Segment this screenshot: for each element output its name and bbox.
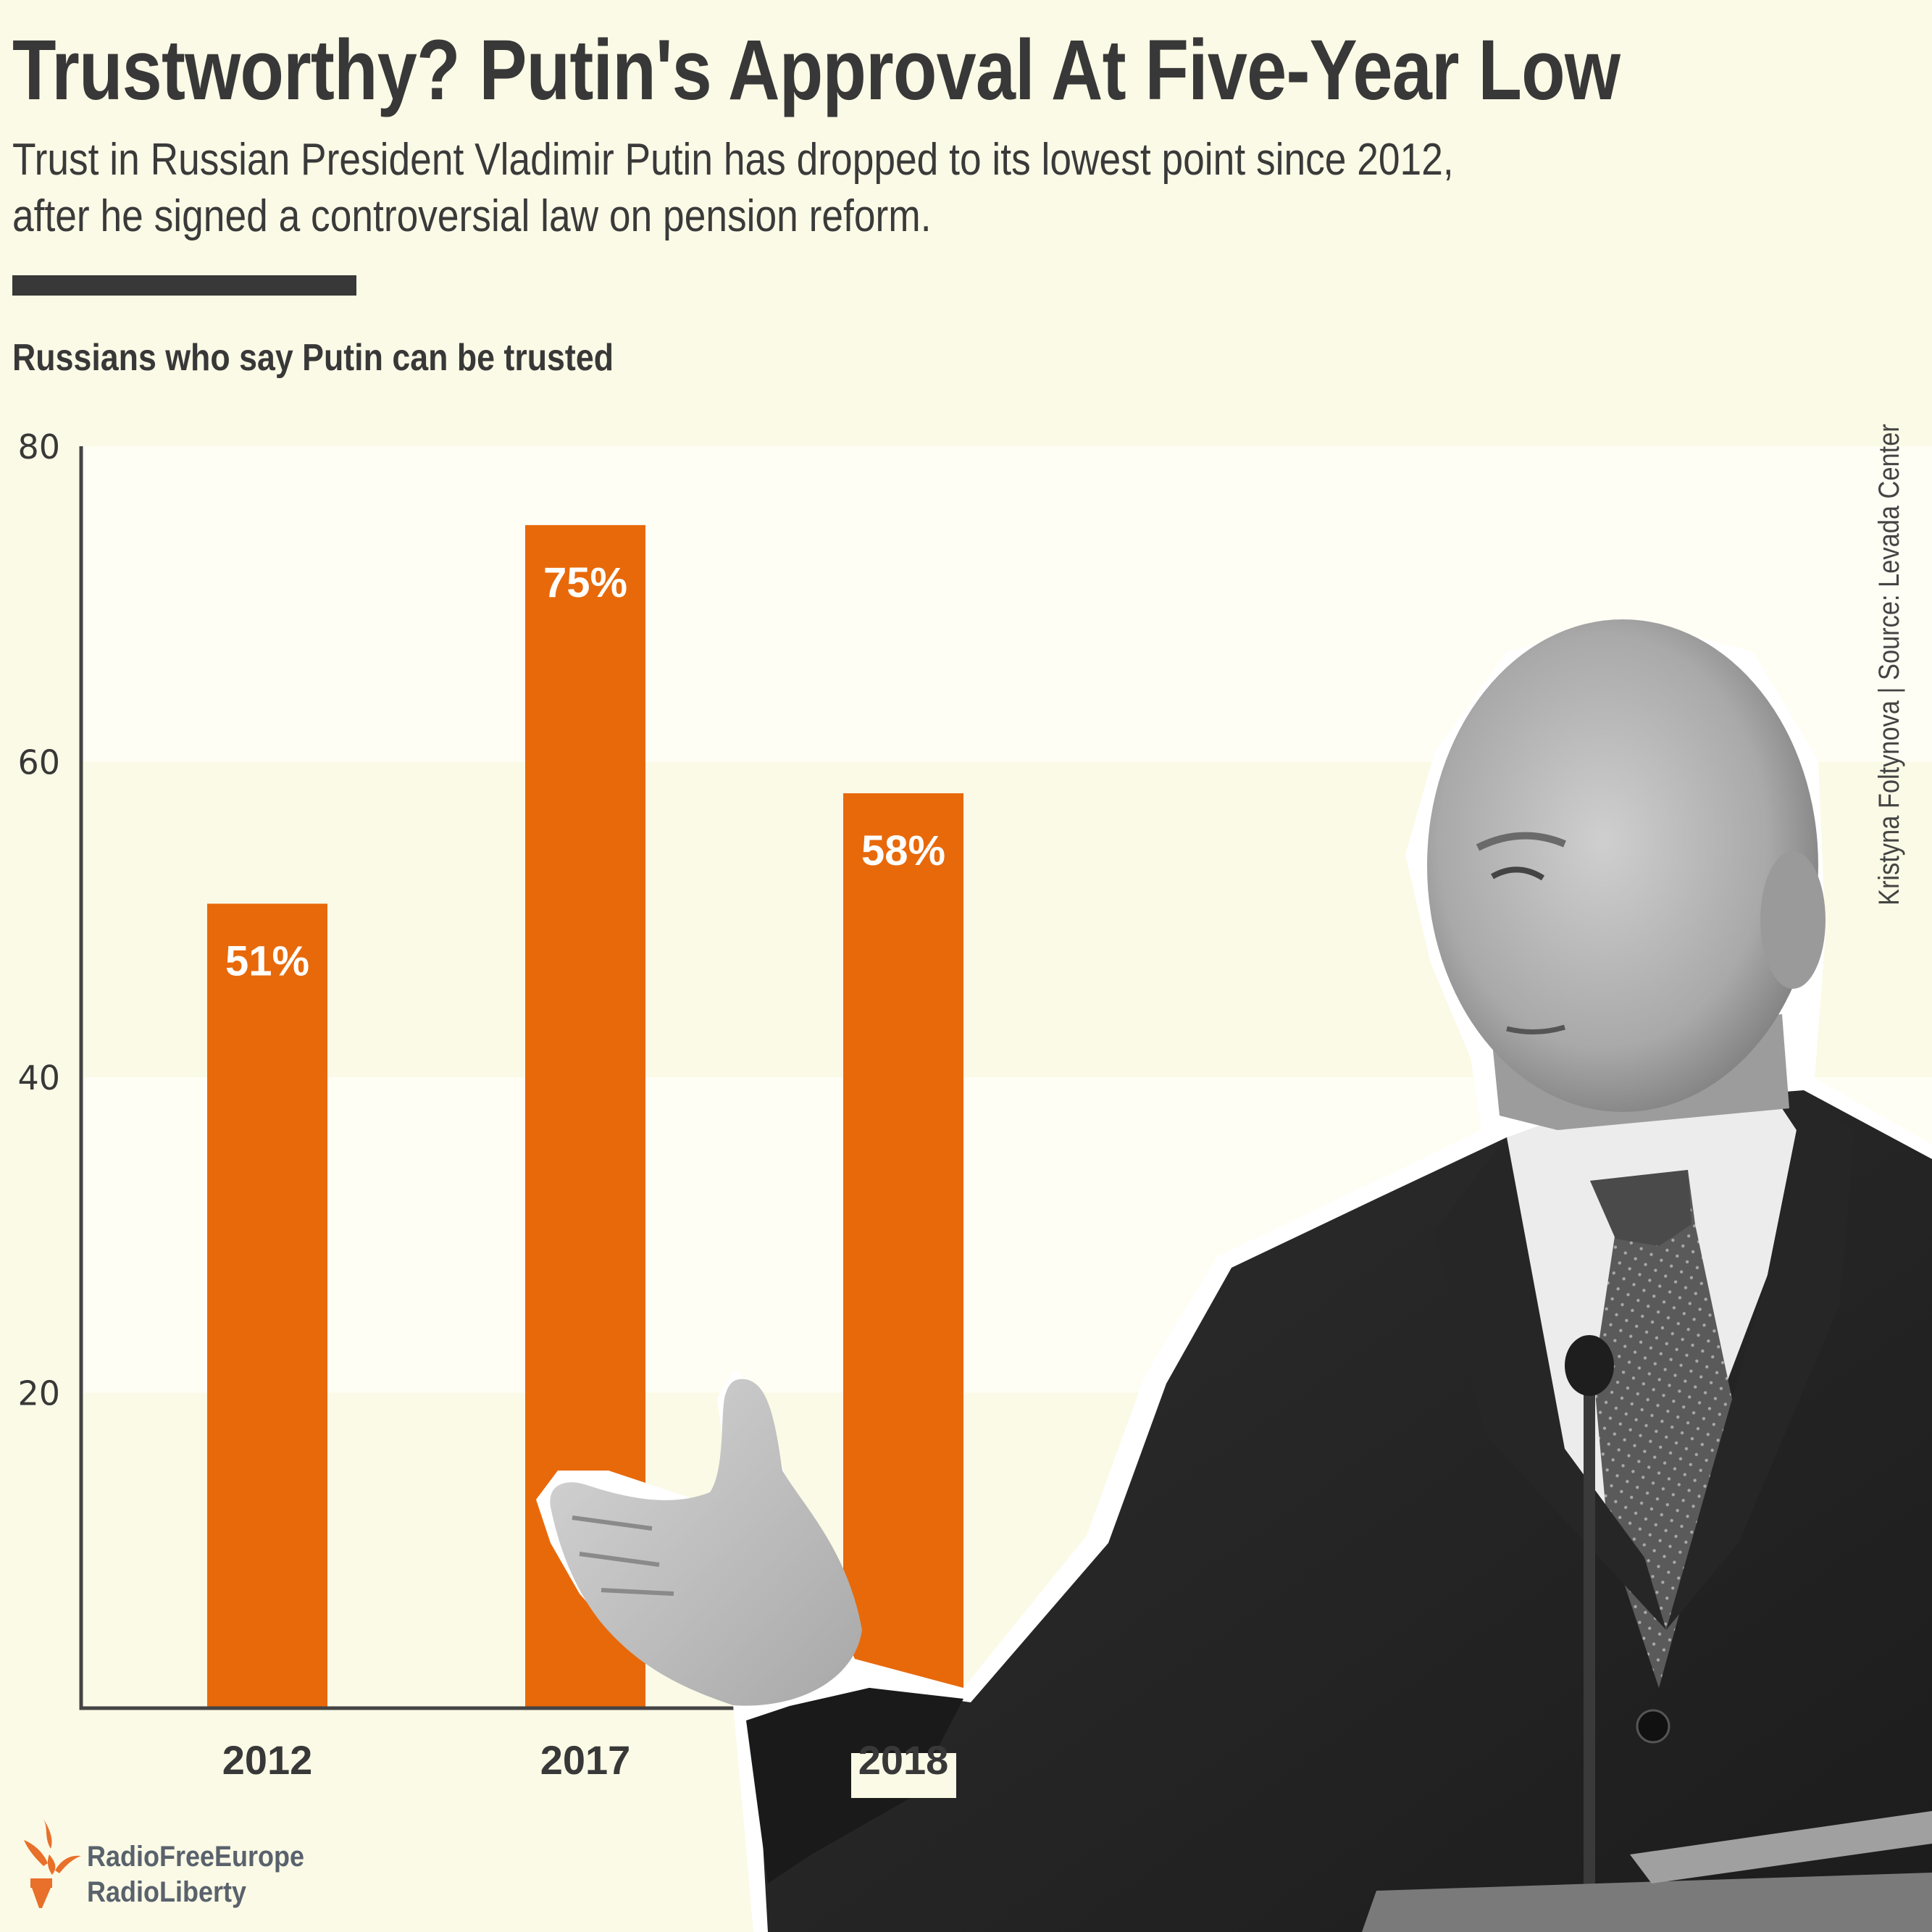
lapel-right bbox=[1666, 1087, 1854, 1630]
jacket-button bbox=[1636, 1709, 1670, 1744]
mouth bbox=[1506, 1024, 1566, 1034]
hand bbox=[550, 1379, 862, 1706]
chart-title: Russians who say Putin can be trusted bbox=[12, 337, 614, 379]
bar-2012 bbox=[207, 903, 327, 1708]
x-tick-label-2017: 2017 bbox=[540, 1737, 631, 1783]
x-axis-labels: 2012 2017 bbox=[222, 1737, 631, 1783]
y-tick-label: 40 bbox=[17, 1058, 60, 1097]
x-tick-label-2012: 2012 bbox=[222, 1737, 313, 1783]
subtitle-line-1: Trust in Russian President Vladimir Puti… bbox=[12, 135, 1454, 185]
y-tick-label: 60 bbox=[17, 743, 60, 782]
bar-value-label: 75% bbox=[543, 559, 627, 606]
head bbox=[1427, 619, 1818, 1112]
bar-value-label: 51% bbox=[225, 937, 309, 984]
y-tick-label: 80 bbox=[17, 427, 60, 467]
microphone-head bbox=[1565, 1335, 1614, 1396]
bars: 51% 75% 58% bbox=[207, 524, 963, 1708]
source-credit: Kristyna Foltynova | Source: Levada Cent… bbox=[1873, 424, 1905, 906]
podium-edge bbox=[1630, 1811, 1932, 1883]
brow bbox=[1476, 832, 1566, 851]
y-tick-label: 20 bbox=[17, 1374, 60, 1413]
bar-value-label: 58% bbox=[861, 827, 945, 874]
ear bbox=[1760, 851, 1826, 989]
torch-icon bbox=[24, 1817, 81, 1908]
lapel-left bbox=[1434, 1137, 1666, 1630]
logo-text-line-2: RadioLiberty bbox=[87, 1876, 247, 1908]
microphone-stem bbox=[1584, 1376, 1595, 1932]
bar-2018 bbox=[843, 793, 963, 1708]
logo-text-line-1: RadioFreeEurope bbox=[87, 1841, 305, 1873]
page-title: Trustworthy? Putin's Approval At Five-Ye… bbox=[12, 22, 1621, 118]
tie-knot bbox=[1590, 1170, 1691, 1246]
finger-lines bbox=[572, 1515, 674, 1596]
eye bbox=[1491, 866, 1545, 881]
title-divider bbox=[12, 275, 356, 296]
y-axis-ticks: 20 40 60 80 bbox=[17, 427, 60, 1413]
podium bbox=[1362, 1873, 1932, 1932]
subtitle-line-2: after he signed a controversial law on p… bbox=[12, 191, 932, 241]
x-label-2018-box bbox=[851, 1753, 956, 1798]
